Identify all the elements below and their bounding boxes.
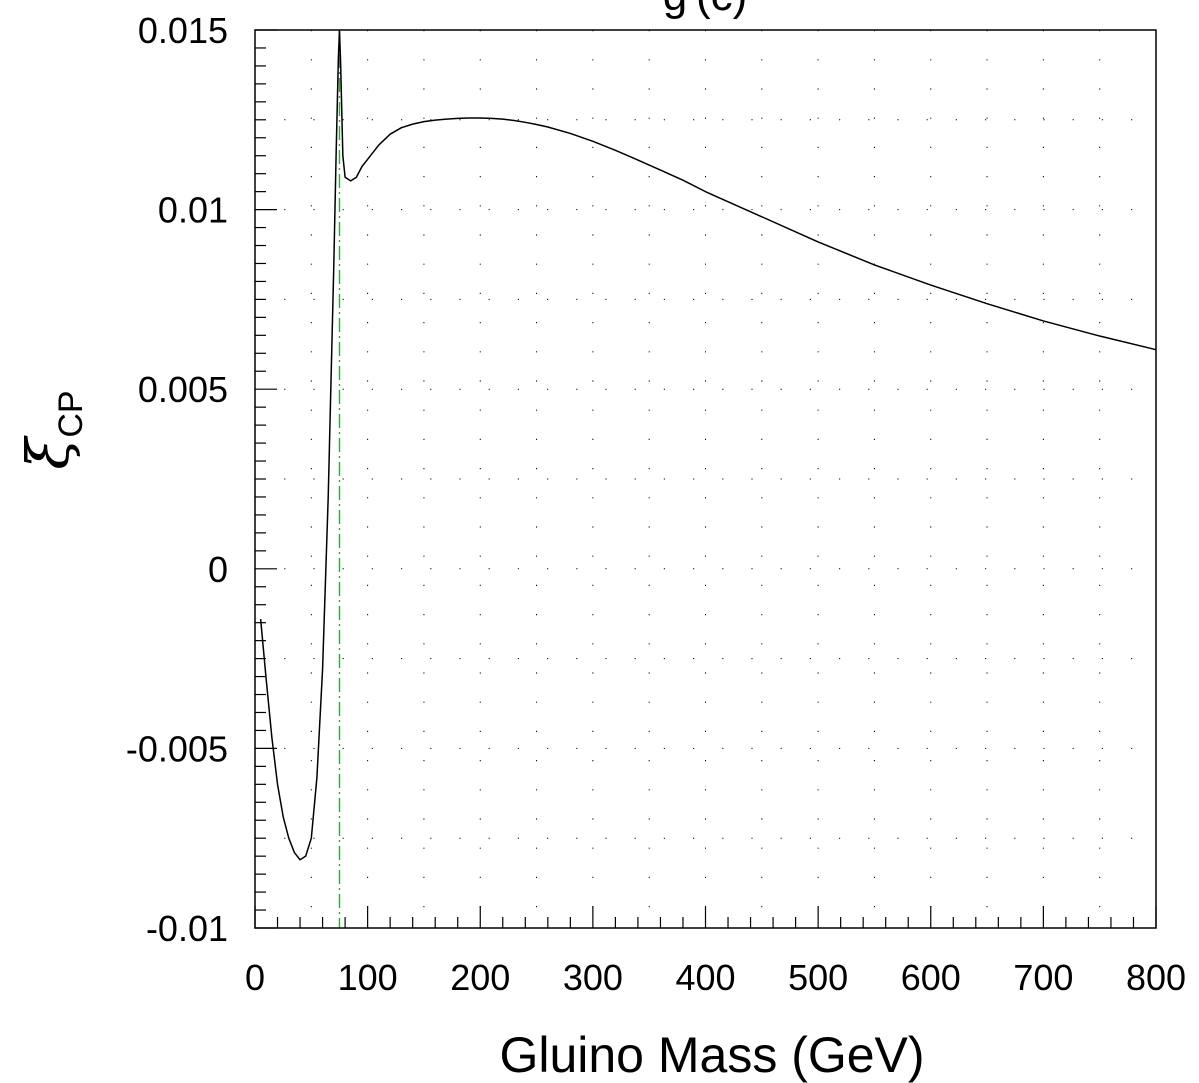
chart-title: g (c) xyxy=(663,0,748,20)
x-tick-label: 400 xyxy=(675,957,735,998)
x-tick-label: 200 xyxy=(450,957,510,998)
y-tick-label: 0 xyxy=(208,549,228,590)
grid xyxy=(255,30,1156,928)
series-line xyxy=(259,29,1157,861)
x-tick-labels: 0 100 200 300 400 500 600 700 800 xyxy=(245,957,1186,998)
y-tick-label: -0.01 xyxy=(146,908,228,949)
x-tick-label: 700 xyxy=(1013,957,1073,998)
axis-ticks xyxy=(254,29,1157,929)
y-tick-label: -0.005 xyxy=(126,728,228,769)
y-tick-label: 0.005 xyxy=(138,369,228,410)
y-tick-label: 0.015 xyxy=(138,10,228,51)
x-tick-label: 100 xyxy=(338,957,398,998)
y-tick-label: 0.01 xyxy=(158,190,228,231)
y-axis-title-symbol: ξ xyxy=(14,435,82,470)
x-tick-label: 0 xyxy=(245,957,265,998)
x-tick-label: 300 xyxy=(563,957,623,998)
y-tick-labels: -0.01 -0.005 0 0.005 0.01 0.015 xyxy=(126,10,228,949)
plot-frame xyxy=(254,29,1157,929)
y-axis-title: ξCP xyxy=(14,390,90,469)
x-tick-label: 800 xyxy=(1126,957,1186,998)
y-axis-title-subscript: CP xyxy=(52,390,90,437)
x-tick-label: 600 xyxy=(901,957,961,998)
x-axis-title: Gluino Mass (GeV) xyxy=(499,1027,924,1083)
series-lines xyxy=(259,29,1157,861)
x-tick-label: 500 xyxy=(788,957,848,998)
svg-text:ξCP: ξCP xyxy=(14,390,90,469)
